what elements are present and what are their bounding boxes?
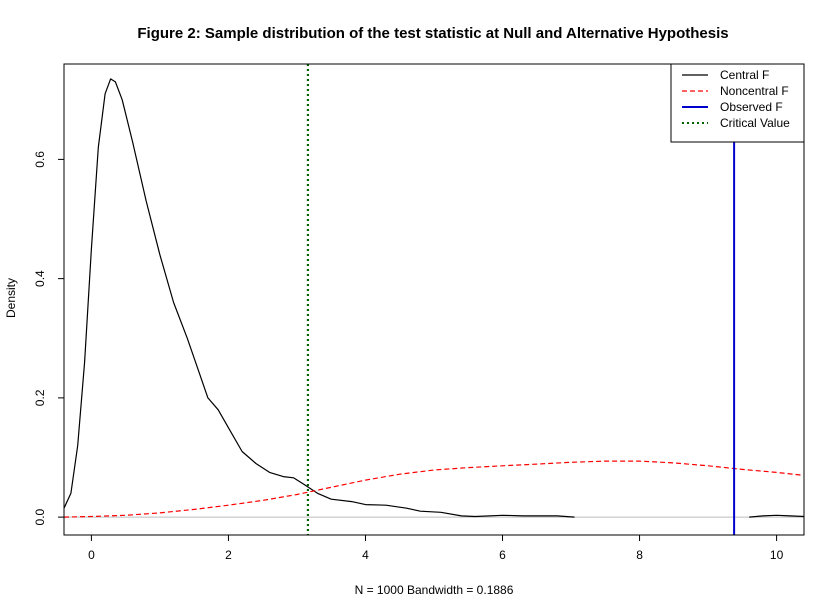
legend-label: Critical Value [720, 116, 790, 130]
y-tick-label: 0.0 [33, 508, 47, 525]
x-tick-label: 10 [770, 548, 784, 562]
series-line-central-f [64, 78, 575, 518]
x-tick-label: 4 [362, 548, 369, 562]
series-line-central-f [749, 514, 804, 518]
legend-box [670, 63, 805, 143]
chart-title: Figure 2: Sample distribution of the tes… [137, 25, 728, 42]
y-axis-label: Density [4, 278, 18, 318]
x-tick-label: 8 [636, 548, 643, 562]
x-axis: 0 2 4 6 8 10 [88, 535, 784, 562]
x-tick-label: 6 [499, 548, 506, 562]
x-axis-label: N = 1000 Bandwidth = 0.1886 [355, 583, 514, 597]
x-tick-label: 0 [88, 548, 95, 562]
legend-label: Observed F [720, 100, 783, 114]
y-tick-label: 0.4 [33, 270, 47, 287]
plot-frame [63, 63, 805, 536]
legend-label: Central F [720, 68, 769, 82]
y-tick-label: 0.6 [33, 151, 47, 168]
y-axis: 0.0 0.2 0.4 0.6 [33, 151, 64, 525]
y-tick-label: 0.2 [33, 389, 47, 406]
legend-label: Noncentral F [720, 84, 789, 98]
legend: Central F Noncentral F Observed F Critical … [670, 63, 805, 143]
series-line-noncentral-f [64, 460, 804, 518]
x-tick-label: 2 [225, 548, 232, 562]
